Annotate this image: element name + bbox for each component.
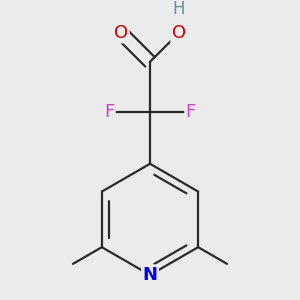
Text: O: O	[172, 24, 186, 42]
Text: H: H	[172, 0, 185, 18]
Text: O: O	[114, 24, 128, 42]
Text: N: N	[142, 266, 158, 284]
Text: F: F	[104, 103, 114, 121]
Text: F: F	[186, 103, 196, 121]
